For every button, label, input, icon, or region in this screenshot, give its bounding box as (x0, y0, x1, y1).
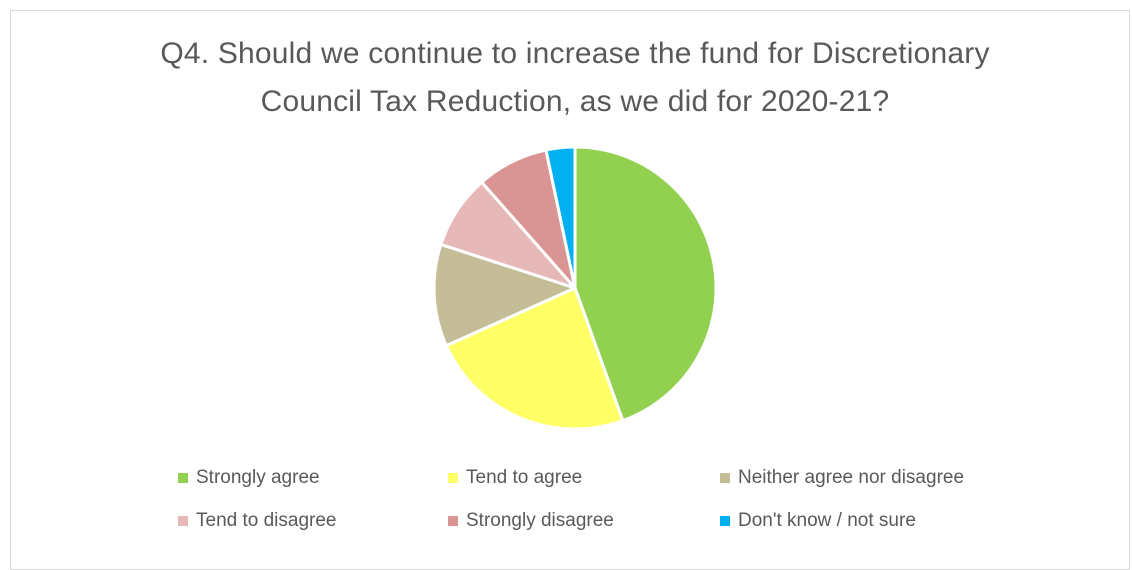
pie-slice-tend-to-agree (444, 286, 625, 431)
pie-slice-neither (432, 242, 577, 348)
chart-title: Q4. Should we continue to increase the f… (0, 30, 1132, 126)
chart-title-line-1: Q4. Should we continue to increase the f… (160, 37, 990, 70)
pie-chart (432, 145, 718, 431)
pie-slice-dont-know (544, 145, 577, 290)
pie-slice-strongly-agree (573, 145, 718, 423)
chart-title-line-2: Council Tax Reduction, as we did for 202… (260, 85, 890, 118)
